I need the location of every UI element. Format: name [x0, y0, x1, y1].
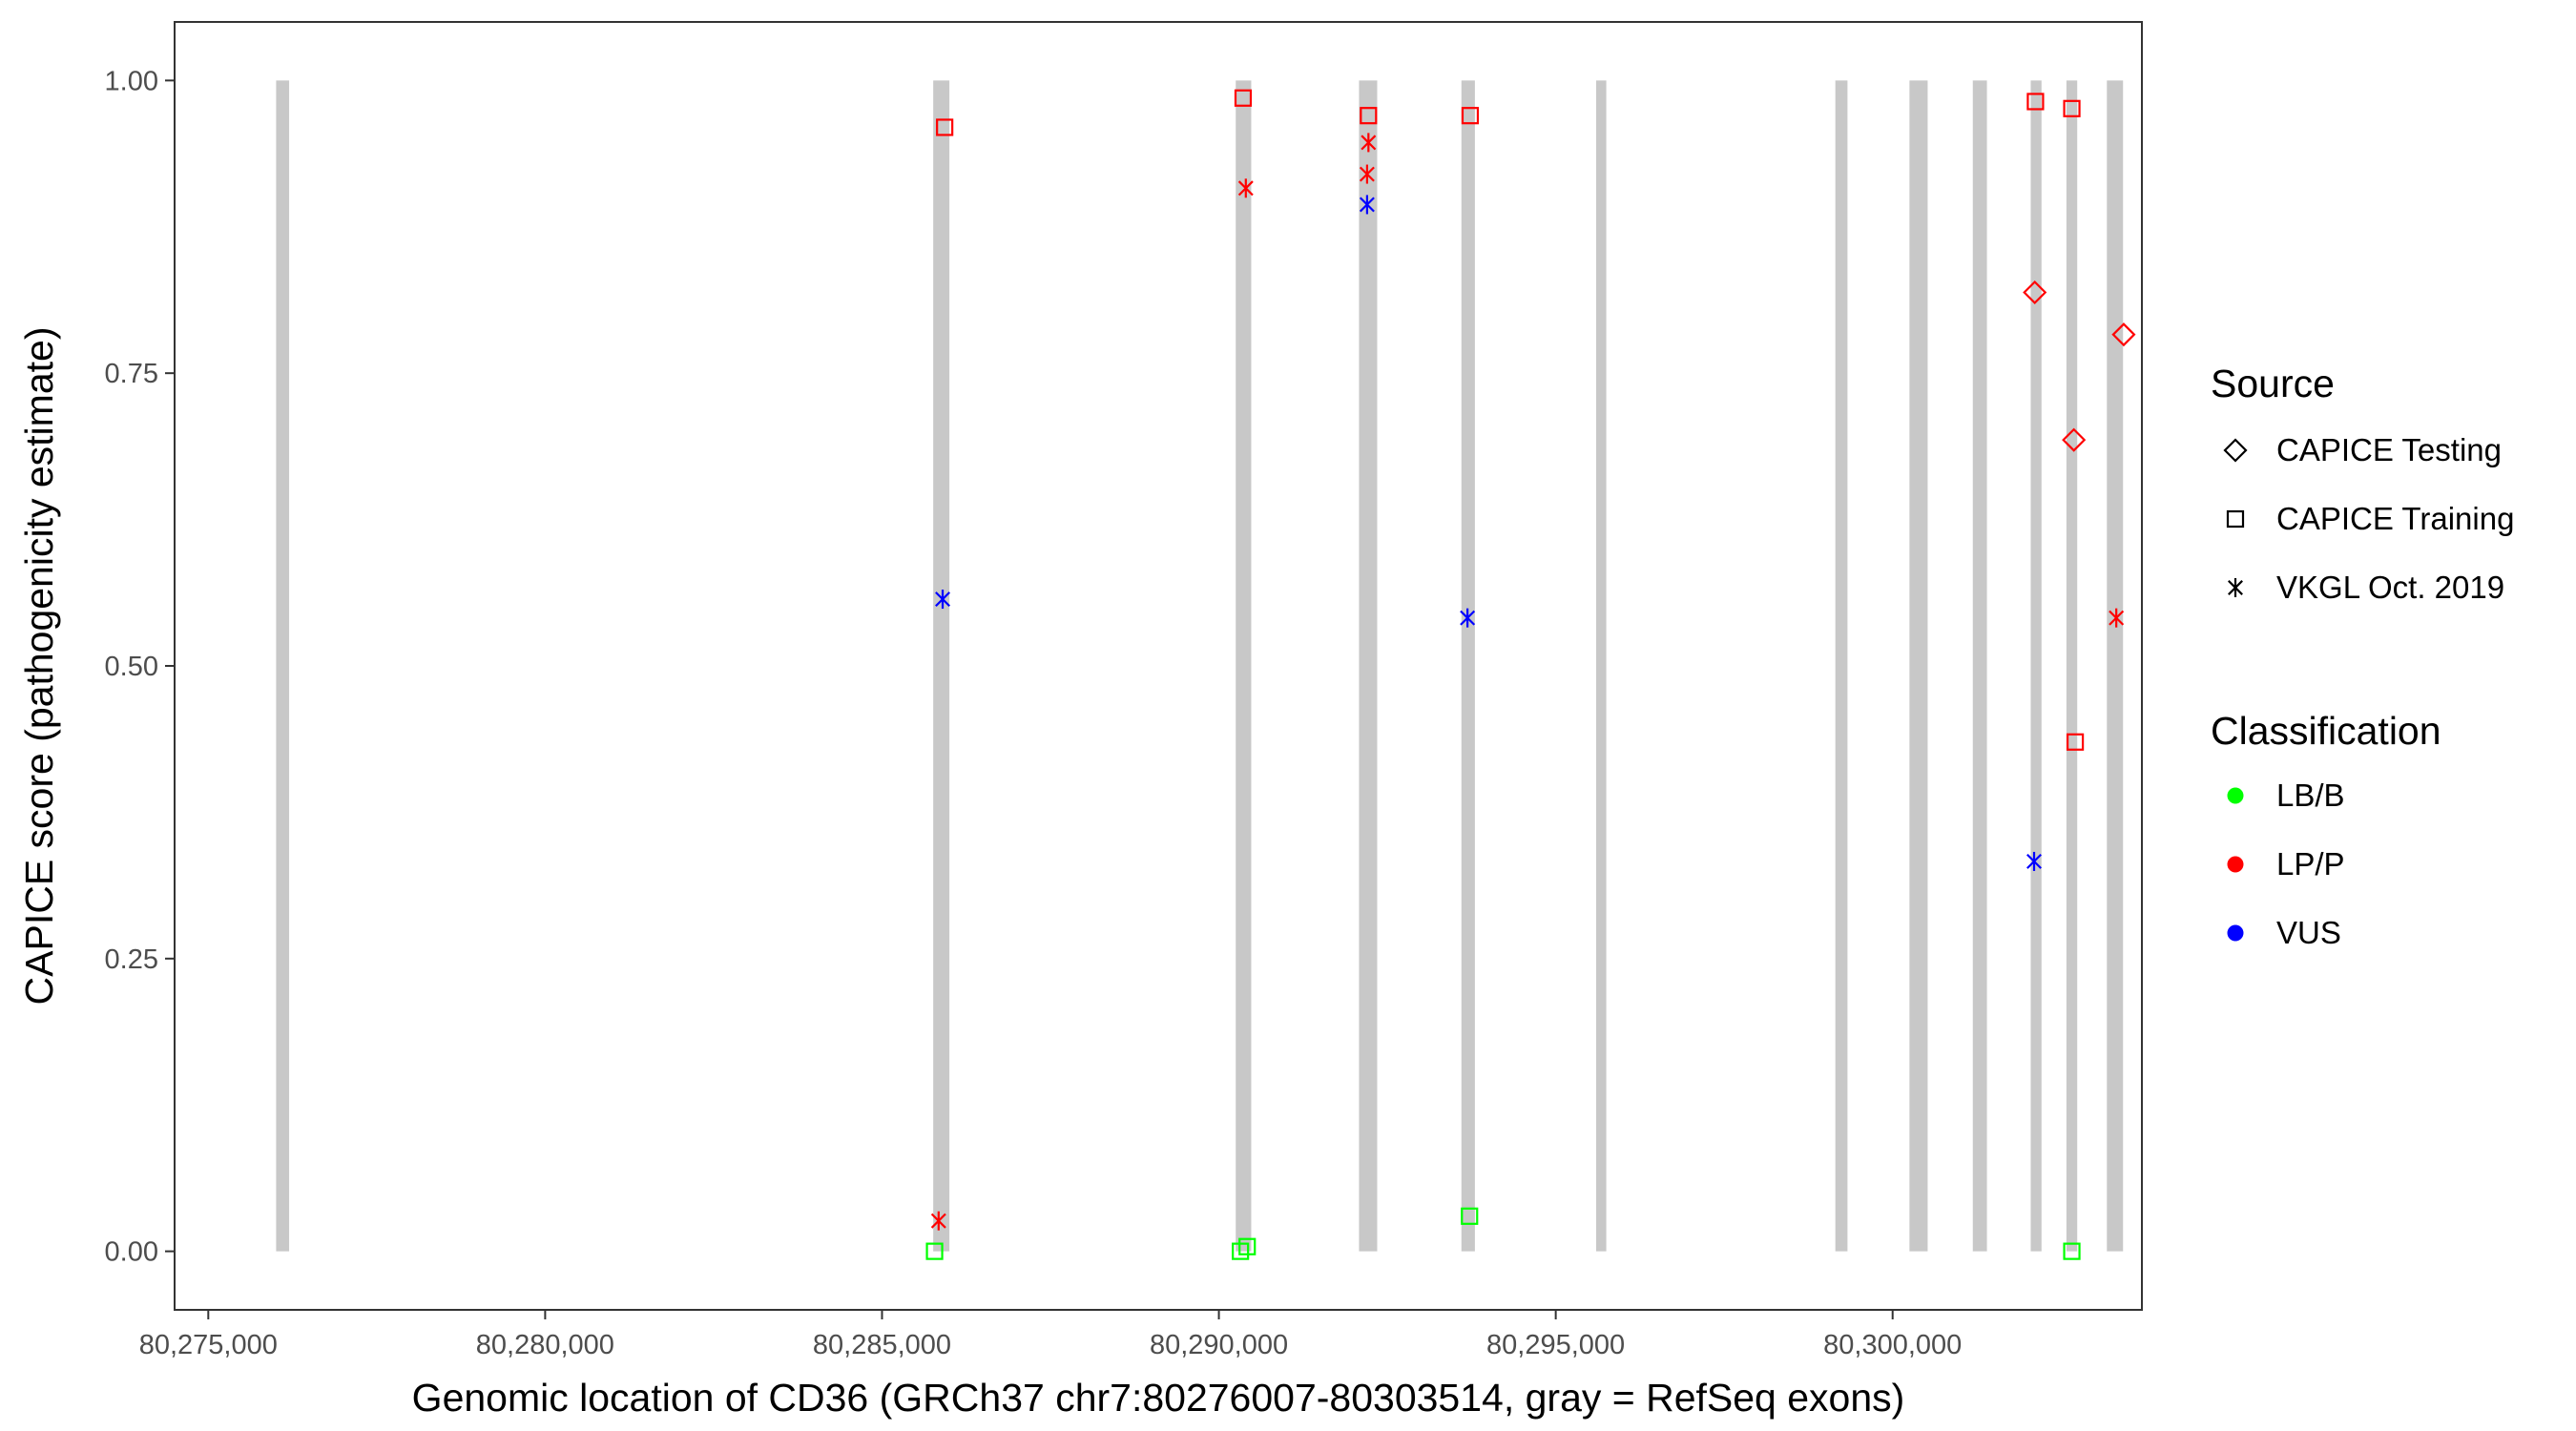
legend-source-key-1 [2226, 509, 2245, 529]
legend-classification-label-2: VUS [2276, 915, 2341, 950]
x-tick-label-5: 80,300,000 [1823, 1330, 1962, 1360]
data-point-19 [2062, 427, 2087, 452]
exon-bar-2 [1236, 80, 1252, 1252]
data-point-17 [2026, 851, 2042, 871]
data-point-10 [1359, 164, 1375, 184]
x-tick-label-4: 80,295,000 [1486, 1330, 1625, 1360]
x-tick-label-0: 80,275,000 [139, 1330, 278, 1360]
legend-classification-label-1: LP/P [2276, 846, 2345, 881]
data-point-4 [1234, 89, 1253, 107]
y-tick-label-1: 0.25 [105, 944, 158, 975]
data-point-15 [2026, 93, 2045, 111]
y-tick-label-2: 0.50 [105, 652, 158, 682]
exon-bar-11 [2107, 80, 2124, 1252]
legend-source-key-0 [2223, 438, 2248, 463]
data-point-0 [936, 118, 954, 136]
legend-source-key-2 [2228, 578, 2243, 597]
legend-source: Source CAPICE Testing CAPICE Training VKGL… [2211, 362, 2514, 605]
data-point-11 [1359, 195, 1375, 215]
legend-classification-key-1 [2227, 856, 2244, 873]
data-point-3 [925, 1242, 944, 1260]
exon-bar-6 [1835, 80, 1848, 1252]
x-tick-label-2: 80,285,000 [813, 1330, 951, 1360]
x-tick-label-1: 80,280,000 [476, 1330, 614, 1360]
exon-bar-10 [2066, 80, 2078, 1252]
data-point-7 [1238, 1237, 1257, 1255]
legend-classification-label-0: LB/B [2276, 778, 2345, 813]
legend-classification-title: Classification [2211, 709, 2441, 753]
y-tick-label-3: 0.75 [105, 359, 158, 389]
exon-bar-8 [1972, 80, 1987, 1252]
point-layer [925, 89, 2136, 1260]
data-point-9 [1361, 133, 1377, 153]
data-point-8 [1360, 107, 1378, 125]
legend-classification-key-2 [2227, 924, 2244, 942]
exon-bar-7 [1909, 80, 1928, 1252]
data-point-18 [2063, 99, 2081, 117]
x-axis: 80,275,000 80,280,000 80,285,000 80,290,000… [139, 1310, 1962, 1360]
y-tick-label-4: 1.00 [105, 66, 158, 96]
data-point-21 [2063, 1242, 2081, 1260]
data-point-5 [1237, 178, 1254, 198]
exon-bar-5 [1596, 80, 1607, 1252]
legend-source-label-2: VKGL Oct. 2019 [2276, 570, 2504, 605]
exon-layer [276, 80, 2124, 1252]
data-point-1 [935, 590, 951, 610]
data-point-20 [2066, 733, 2085, 751]
data-point-14 [1461, 1207, 1479, 1225]
data-point-12 [1461, 107, 1480, 125]
y-tick-label-0: 0.00 [105, 1237, 158, 1268]
y-axis: 0.00 0.25 0.50 0.75 1.00 [105, 66, 175, 1268]
data-point-2 [930, 1211, 946, 1231]
y-axis-title: CAPICE score (pathogenicity estimate) [17, 327, 61, 1006]
exon-bar-4 [1461, 80, 1475, 1252]
legend-source-label-0: CAPICE Testing [2276, 432, 2502, 467]
exon-bar-9 [2030, 80, 2042, 1252]
exon-bar-1 [933, 80, 950, 1252]
exon-bar-0 [276, 80, 290, 1252]
x-tick-label-3: 80,290,000 [1150, 1330, 1288, 1360]
data-point-22 [2111, 322, 2136, 347]
x-axis-title: Genomic location of CD36 (GRCh37 chr7:80… [412, 1376, 1905, 1420]
data-point-16 [2023, 280, 2047, 305]
legend-classification-key-0 [2227, 787, 2244, 804]
data-point-13 [1460, 608, 1476, 628]
exon-bar-3 [1359, 80, 1378, 1252]
legend-classification: Classification LB/B LP/P VUS [2211, 709, 2441, 950]
legend-source-title: Source [2211, 362, 2335, 405]
data-point-23 [2109, 608, 2125, 628]
legend-source-label-1: CAPICE Training [2276, 501, 2514, 536]
